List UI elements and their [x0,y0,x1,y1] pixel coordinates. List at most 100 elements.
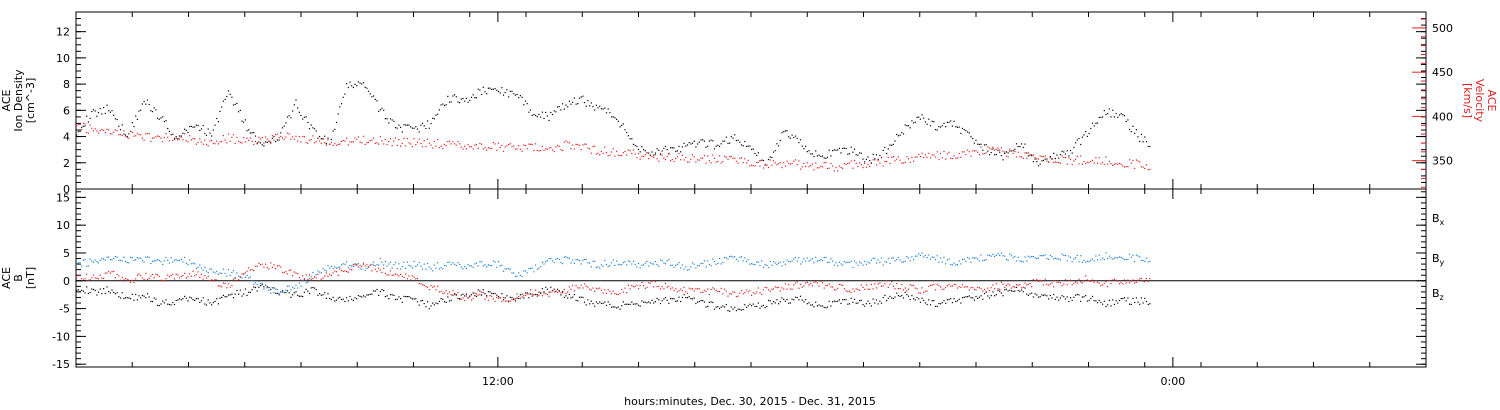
data-point [217,285,219,287]
data-point [1145,300,1148,302]
data-point [335,144,338,146]
data-point [951,302,953,304]
data-point [361,268,363,270]
data-point [1122,165,1124,167]
data-point [826,261,829,264]
data-point [1037,280,1040,282]
data-point [867,288,869,290]
data-point [413,298,415,300]
data-point [784,165,786,167]
data-point [138,110,140,112]
data-point [482,86,484,88]
data-point [244,276,246,278]
data-point [160,261,162,263]
data-point [482,148,484,150]
data-point [899,288,901,290]
data-point [599,287,601,289]
data-point [253,283,255,285]
data-point [162,279,164,282]
data-point [936,151,938,153]
data-point [1120,113,1122,115]
data-point [1112,258,1114,260]
data-point [1107,257,1109,259]
data-point [1036,278,1038,280]
data-point [924,254,926,256]
data-point [754,165,756,167]
data-point [862,158,864,160]
data-point [87,121,89,123]
data-point [722,161,724,163]
data-point [286,116,289,118]
data-point [975,289,977,291]
data-point [1066,284,1068,286]
data-point [963,286,965,288]
data-point [335,271,338,273]
data-point [1044,158,1046,160]
data-point [445,265,447,267]
data-point [587,299,589,301]
data-point [766,305,768,307]
data-point [840,152,842,154]
data-point [936,255,938,257]
data-point [1069,279,1072,281]
data-point [808,166,810,168]
data-point [84,123,86,125]
data-point [189,126,191,128]
data-point [1031,292,1033,294]
data-point [653,154,655,156]
data-point [997,147,999,149]
data-point [734,134,736,136]
data-point [511,90,513,92]
data-point [214,279,216,281]
data-point [86,265,88,267]
data-point [664,159,667,161]
data-point [621,154,623,157]
data-point [565,140,567,142]
data-point [352,265,354,267]
data-point [732,291,734,293]
data-point [204,266,206,268]
data-point [676,291,678,293]
data-point [751,305,753,307]
data-point [929,157,932,159]
data-point [764,163,766,166]
data-point [212,302,214,304]
data-point [685,297,687,299]
data-point [691,288,694,290]
data-point [192,262,194,264]
data-point [427,286,429,288]
data-point [803,258,805,260]
data-point [791,288,793,290]
data-point [513,298,515,301]
data-point [406,261,408,263]
data-point [1048,298,1050,300]
data-point [219,141,221,143]
data-point [496,294,498,296]
data-point [475,97,478,99]
data-point [560,109,562,111]
data-point [421,122,424,124]
data-point [332,130,334,132]
data-point [1108,299,1110,301]
data-point [1041,155,1043,158]
data-point [639,267,641,269]
data-point [1125,165,1127,168]
data-point [862,264,864,266]
data-point [442,103,444,105]
data-point [631,138,633,140]
data-point [234,277,236,279]
data-point [430,305,432,307]
data-point [190,125,192,127]
data-point [403,124,405,126]
data-point [688,161,690,163]
data-point [173,137,176,139]
data-point [793,136,795,139]
data-point [232,270,235,272]
data-point [666,299,668,301]
data-point [926,290,928,292]
data-point [646,152,648,154]
data-point [772,160,775,162]
data-point [106,272,108,274]
data-point [830,305,832,307]
data-point [297,294,299,296]
